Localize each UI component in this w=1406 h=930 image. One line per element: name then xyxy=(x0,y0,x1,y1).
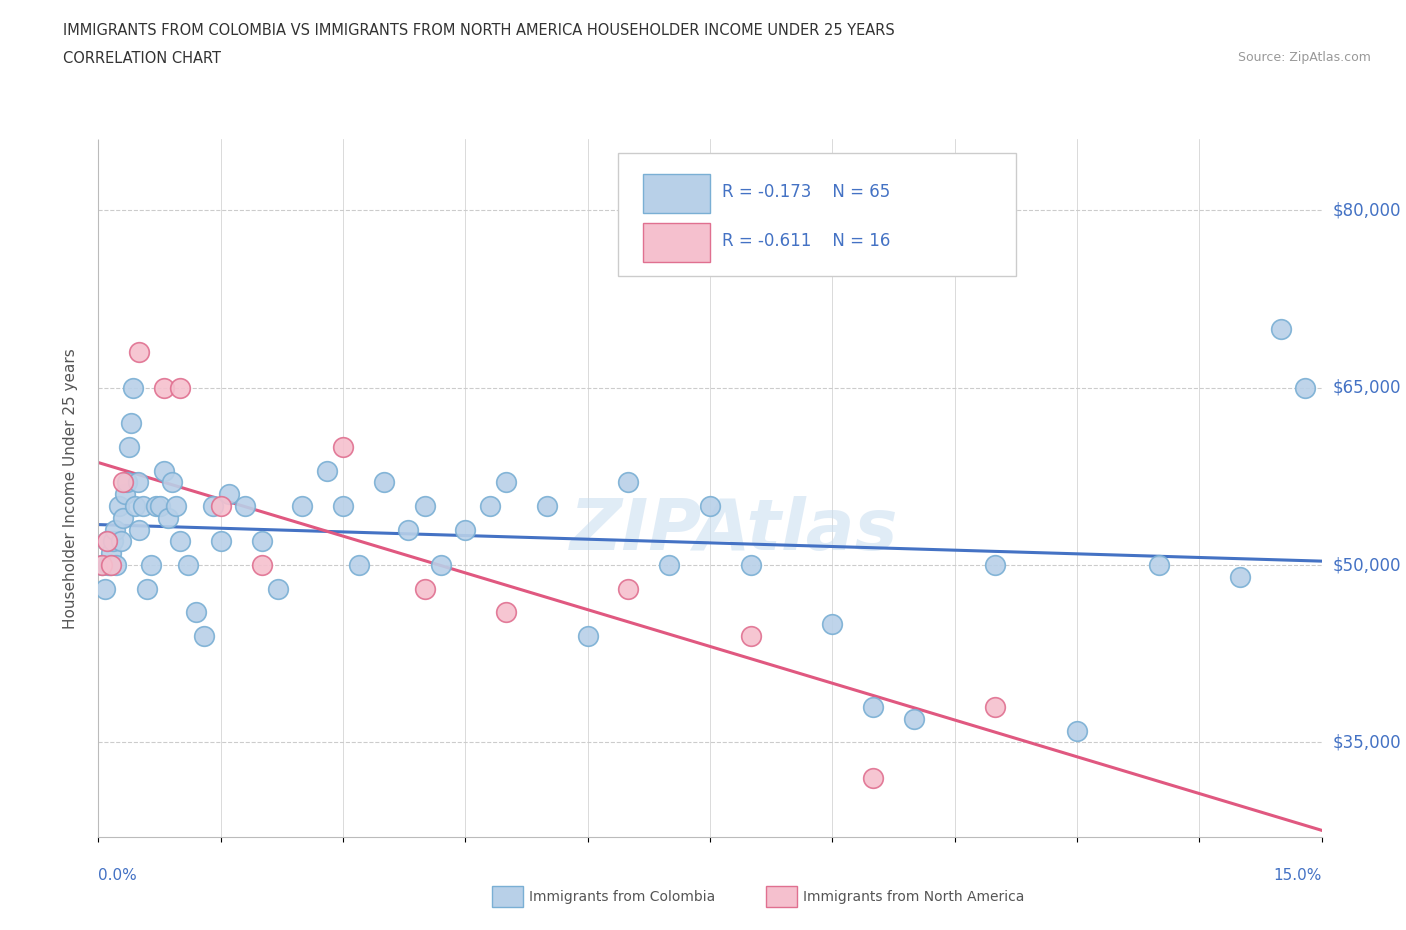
Point xyxy=(101,534,124,549)
Point xyxy=(209,534,232,549)
Point xyxy=(740,629,762,644)
Point xyxy=(454,522,477,537)
Point xyxy=(169,380,191,395)
Point xyxy=(250,534,273,549)
Text: 0.0%: 0.0% xyxy=(98,868,138,883)
Text: Source: ZipAtlas.com: Source: ZipAtlas.com xyxy=(1237,51,1371,64)
Text: IMMIGRANTS FROM COLOMBIA VS IMMIGRANTS FROM NORTH AMERICA HOUSEHOLDER INCOME UND: IMMIGRANTS FROM COLOMBIA VS IMMIGRANTS F… xyxy=(63,23,896,38)
Point xyxy=(128,345,150,360)
Point xyxy=(98,558,121,573)
FancyBboxPatch shape xyxy=(619,153,1015,275)
Point xyxy=(177,558,200,573)
Point xyxy=(104,522,127,537)
Point xyxy=(1066,724,1088,738)
Point xyxy=(413,498,436,513)
Point xyxy=(165,498,187,513)
Point xyxy=(267,581,290,596)
Text: $35,000: $35,000 xyxy=(1333,734,1402,751)
Point xyxy=(984,699,1007,714)
Point xyxy=(120,416,142,431)
Text: $65,000: $65,000 xyxy=(1333,379,1402,397)
Point xyxy=(349,558,371,573)
Point xyxy=(105,558,128,573)
Point xyxy=(156,511,179,525)
Point xyxy=(152,463,174,478)
Point xyxy=(373,475,395,490)
Point xyxy=(536,498,558,513)
Point xyxy=(193,629,215,644)
Point xyxy=(495,475,517,490)
FancyBboxPatch shape xyxy=(643,223,710,261)
Text: Immigrants from North America: Immigrants from North America xyxy=(803,889,1024,904)
Text: 15.0%: 15.0% xyxy=(1274,868,1322,883)
Point xyxy=(121,380,143,395)
Point xyxy=(1294,380,1316,395)
Point xyxy=(96,534,118,549)
Point xyxy=(108,498,131,513)
Point xyxy=(984,558,1007,573)
FancyBboxPatch shape xyxy=(643,175,710,213)
Point xyxy=(430,558,453,573)
Point xyxy=(740,558,762,573)
Point xyxy=(903,711,925,726)
Point xyxy=(186,604,208,619)
Point xyxy=(115,475,138,490)
Point xyxy=(617,581,640,596)
Point xyxy=(1147,558,1170,573)
Point xyxy=(699,498,721,513)
Point xyxy=(100,546,122,561)
Point xyxy=(862,699,884,714)
Text: $80,000: $80,000 xyxy=(1333,202,1402,219)
Point xyxy=(291,498,314,513)
Point xyxy=(617,475,640,490)
Point xyxy=(114,486,136,501)
Point xyxy=(141,558,163,573)
Point xyxy=(332,498,354,513)
Text: R = -0.611    N = 16: R = -0.611 N = 16 xyxy=(723,232,890,249)
Point xyxy=(124,498,146,513)
Point xyxy=(1270,321,1292,336)
Point xyxy=(110,534,132,549)
Point xyxy=(127,475,149,490)
Point xyxy=(145,498,167,513)
Text: CORRELATION CHART: CORRELATION CHART xyxy=(63,51,221,66)
Point xyxy=(118,440,141,455)
Point xyxy=(233,498,256,513)
Point xyxy=(100,558,122,573)
Point xyxy=(94,581,117,596)
Text: Immigrants from Colombia: Immigrants from Colombia xyxy=(529,889,714,904)
Point xyxy=(576,629,599,644)
Point xyxy=(149,498,172,513)
Point xyxy=(136,581,159,596)
Point xyxy=(152,380,174,395)
Point xyxy=(658,558,681,573)
Point xyxy=(862,770,884,785)
Point xyxy=(413,581,436,596)
Point xyxy=(132,498,155,513)
Point xyxy=(478,498,501,513)
Point xyxy=(821,617,844,631)
Point xyxy=(91,558,114,573)
Point xyxy=(495,604,517,619)
Point xyxy=(209,498,232,513)
Point xyxy=(160,475,183,490)
Point xyxy=(396,522,419,537)
Text: R = -0.173    N = 65: R = -0.173 N = 65 xyxy=(723,183,890,201)
Y-axis label: Householder Income Under 25 years: Householder Income Under 25 years xyxy=(63,348,77,629)
Point xyxy=(1229,569,1251,584)
Point xyxy=(111,511,134,525)
Point xyxy=(250,558,273,573)
Text: ZIPAtlas: ZIPAtlas xyxy=(571,496,898,565)
Point xyxy=(111,475,134,490)
Text: $50,000: $50,000 xyxy=(1333,556,1402,574)
Point xyxy=(97,558,120,573)
Point xyxy=(332,440,354,455)
Point xyxy=(96,534,118,549)
Point xyxy=(169,534,191,549)
Point xyxy=(218,486,240,501)
Point xyxy=(128,522,150,537)
Point xyxy=(315,463,337,478)
Point xyxy=(201,498,224,513)
Point xyxy=(91,558,114,573)
